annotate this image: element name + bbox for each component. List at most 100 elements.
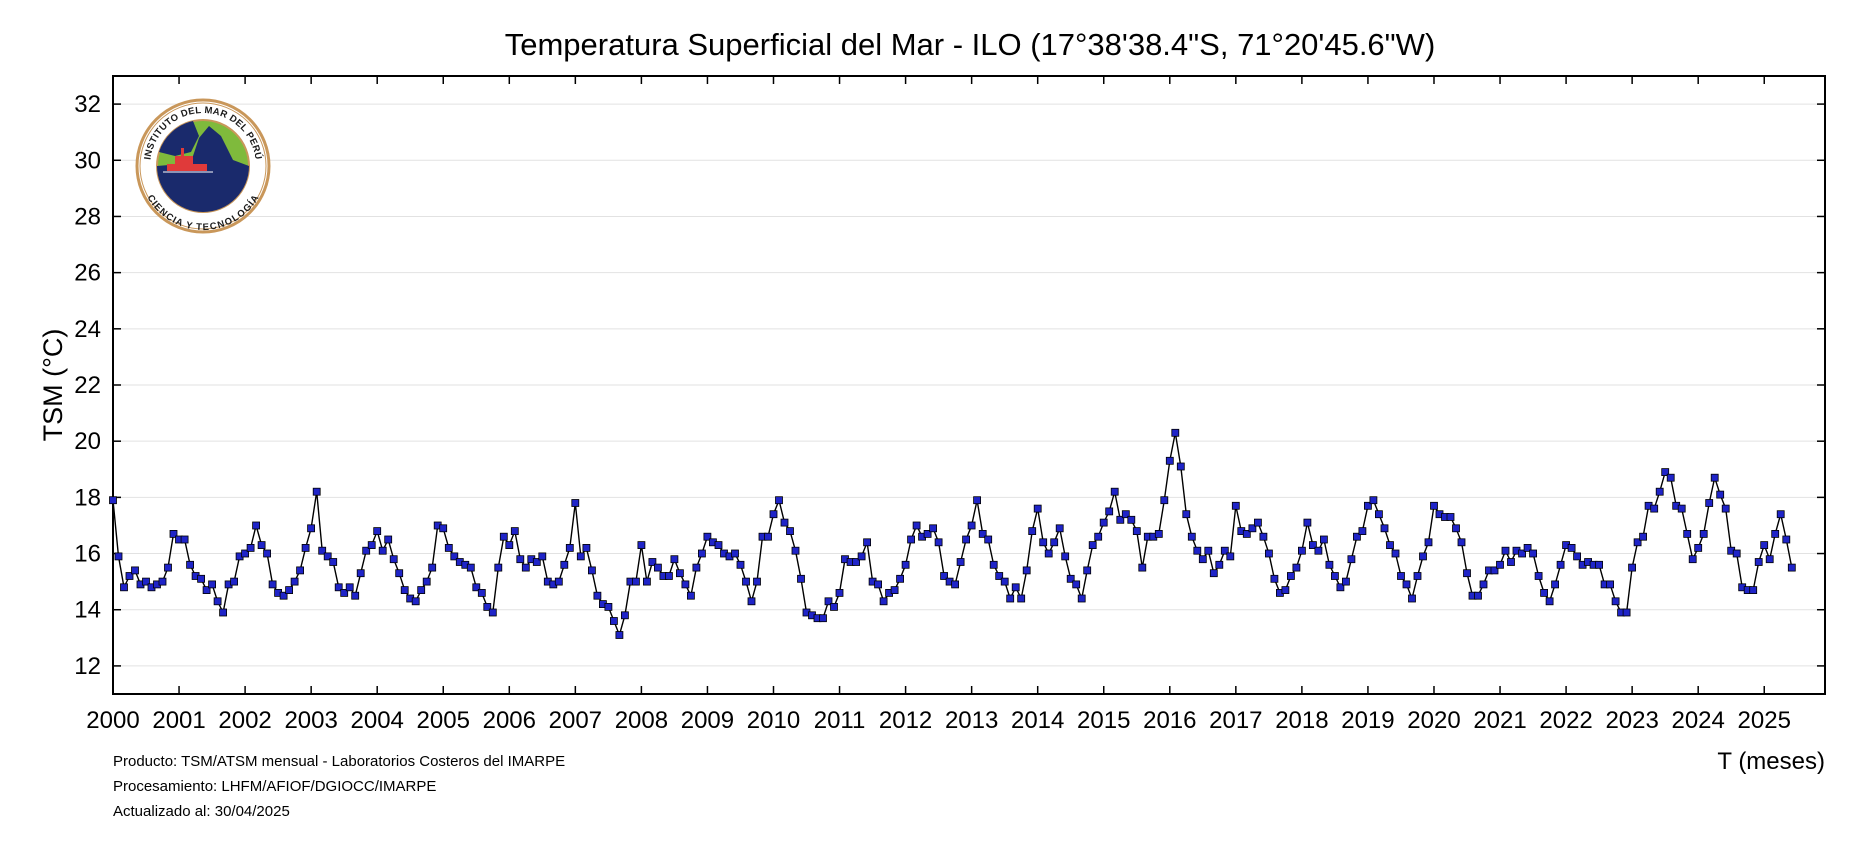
data-point (554, 577, 563, 586)
data-point (1369, 496, 1378, 505)
x-tick-label: 2014 (1011, 707, 1064, 734)
data-point (1430, 501, 1438, 510)
data-point (1017, 594, 1026, 603)
data-point (1666, 473, 1675, 482)
data-point (1688, 555, 1697, 564)
data-point (164, 563, 172, 572)
data-point (219, 608, 228, 617)
data-point (687, 591, 695, 600)
x-tick-label: 2009 (681, 707, 734, 734)
data-point (1490, 566, 1499, 575)
data-point (1116, 515, 1125, 524)
data-point (665, 572, 673, 580)
data-point (202, 586, 211, 594)
data-point (1006, 594, 1015, 603)
data-point (1154, 530, 1163, 538)
data-point (1022, 566, 1031, 575)
data-point (1754, 558, 1763, 566)
data-point (1061, 552, 1070, 561)
data-point (318, 546, 327, 555)
data-point (208, 580, 217, 589)
data-point (1732, 549, 1741, 558)
data-point (1110, 487, 1119, 496)
data-point (389, 555, 398, 564)
data-point (1518, 549, 1526, 558)
data-point (560, 560, 569, 569)
data-point (703, 532, 712, 541)
data-point (1375, 510, 1383, 519)
data-point (791, 546, 800, 555)
data-point (1408, 594, 1416, 603)
data-point (505, 541, 514, 549)
data-point (1132, 527, 1141, 535)
data-point (483, 603, 492, 611)
data-point (1204, 546, 1213, 555)
data-point (632, 577, 640, 586)
data-point (516, 555, 525, 564)
x-axis-title: T (meses) (1717, 748, 1825, 775)
data-point (186, 560, 195, 569)
data-point (852, 558, 860, 566)
data-point (780, 518, 789, 527)
data-point (1397, 572, 1405, 580)
data-point (1138, 563, 1147, 572)
y-tick-label: 18 (74, 484, 101, 511)
data-point (422, 577, 431, 586)
data-point (593, 591, 602, 600)
data-point (1325, 560, 1334, 569)
data-point (1380, 524, 1389, 533)
data-point (1044, 549, 1053, 558)
data-point (1066, 574, 1075, 583)
data-point (907, 535, 915, 544)
data-point (1457, 538, 1466, 547)
data-point (466, 563, 475, 572)
data-point (312, 487, 321, 496)
data-point (742, 577, 750, 586)
data-point (1628, 563, 1636, 572)
data-point (296, 566, 305, 575)
data-point (747, 597, 756, 606)
data-point (356, 569, 365, 578)
data-point (984, 535, 993, 544)
data-point (637, 541, 646, 549)
data-point (643, 577, 651, 586)
data-point (934, 538, 943, 547)
x-tick-label: 2018 (1275, 707, 1328, 734)
data-point (367, 541, 376, 549)
data-point (989, 560, 998, 569)
data-point (1314, 546, 1323, 555)
data-point (1419, 552, 1427, 561)
x-tick-label: 2004 (351, 707, 404, 734)
data-point (797, 574, 805, 583)
data-point (417, 586, 426, 594)
data-point (1270, 574, 1279, 583)
data-point (230, 577, 239, 586)
data-point (676, 569, 684, 578)
data-point (1077, 594, 1086, 603)
data-point (307, 524, 316, 533)
data-point (1540, 589, 1548, 597)
y-axis-title: TSM (°C) (38, 329, 68, 442)
data-point (1231, 501, 1240, 510)
data-point (1364, 501, 1372, 510)
data-point (1534, 572, 1543, 580)
data-point (241, 549, 250, 558)
data-point (1050, 538, 1059, 547)
data-point (896, 574, 904, 583)
data-point (1226, 552, 1235, 561)
data-point (384, 535, 393, 544)
data-point (1787, 563, 1796, 572)
data-point (1309, 541, 1317, 549)
data-point (1529, 549, 1537, 558)
data-point (824, 597, 833, 606)
data-point (1165, 456, 1174, 465)
x-tick-label: 2002 (218, 707, 271, 734)
data-point (120, 583, 128, 592)
data-point (290, 577, 299, 586)
data-point (929, 524, 937, 533)
footer-updated: Actualizado al: 30/04/2025 (113, 803, 290, 820)
data-point (978, 530, 987, 538)
data-point (257, 541, 266, 549)
data-point (472, 583, 481, 592)
data-point (1094, 532, 1103, 541)
